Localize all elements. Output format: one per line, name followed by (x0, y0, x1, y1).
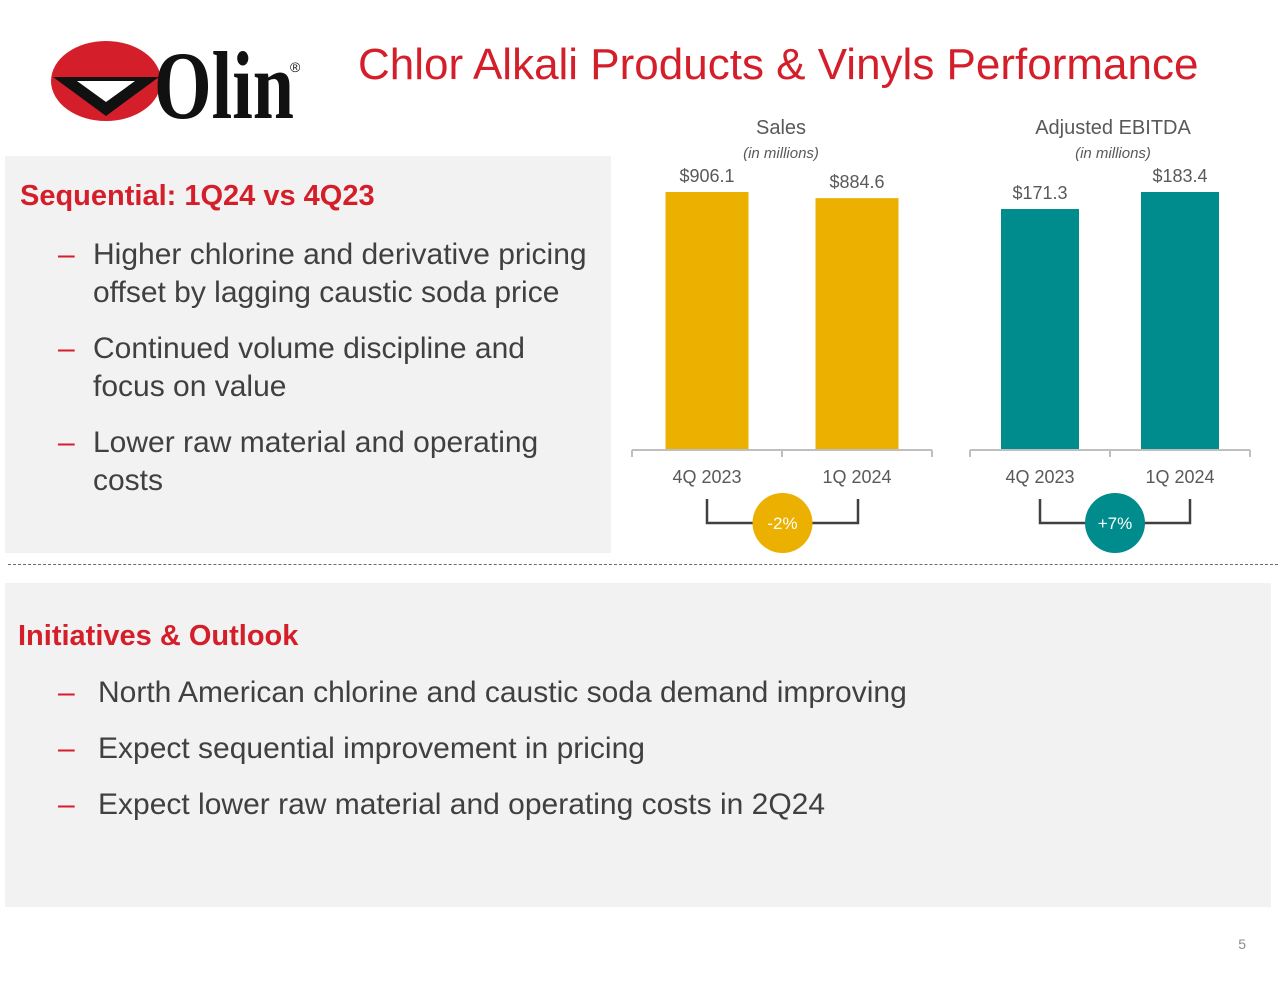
bar (1001, 209, 1079, 450)
chart-title: Sales (756, 117, 806, 139)
section-divider (8, 564, 1278, 565)
change-label: -2% (767, 514, 797, 533)
sequential-bullet-list: – Higher chlorine and derivative pricing … (58, 236, 598, 518)
logo-registered-mark: ® (290, 59, 301, 75)
sequential-bullet: – Higher chlorine and derivative pricing … (58, 238, 587, 309)
chart-title: Adjusted EBITDA (1035, 117, 1191, 139)
sequential-bullet: – Lower raw material and operating costs (58, 426, 539, 497)
chart-subtitle: (in millions) (743, 145, 819, 162)
logo-wordmark: Olin (154, 38, 294, 124)
logo-mark-icon (51, 41, 161, 121)
dash-icon: – (58, 732, 75, 765)
dash-icon: – (58, 788, 75, 821)
bar-data-label: $906.1 (679, 166, 734, 186)
outlook-bullet: – Expect sequential improvement in pricin… (58, 730, 1208, 768)
dash-icon: – (58, 676, 75, 709)
change-label: +7% (1098, 514, 1133, 533)
performance-charts: Sales (in millions) $906.1 4Q 2023 $884.6 1Q … (631, 117, 1251, 553)
sequential-panel (5, 156, 611, 553)
outlook-bullet: – North American chlorine and caustic sod… (58, 674, 1208, 712)
bar-data-label: $183.4 (1152, 166, 1207, 186)
change-badge (1085, 493, 1145, 553)
sequential-heading: Sequential: 1Q24 vs 4Q23 (20, 180, 375, 212)
bar (1141, 192, 1219, 450)
outlook-bullet: – Expect lower raw material and operating… (58, 786, 1208, 824)
dash-icon: – (58, 426, 75, 459)
bar-data-label: $171.3 (1012, 183, 1067, 203)
bar (665, 192, 749, 450)
page-title: Chlor Alkali Products & Vinyls Performan… (358, 40, 1199, 89)
change-badge (752, 493, 813, 553)
dash-icon: – (58, 238, 75, 271)
x-tick-label: 1Q 2024 (1145, 467, 1214, 487)
dash-icon: – (58, 332, 75, 365)
x-tick-label: 4Q 2023 (1005, 467, 1074, 487)
page-number: 5 (1238, 936, 1246, 952)
outlook-panel (5, 583, 1271, 907)
outlook-bullet-list: – North American chlorine and caustic sod… (58, 674, 1208, 842)
olin-logo: Olin ® (51, 38, 301, 124)
sequential-bullet: – Continued volume discipline and focus o… (58, 332, 525, 403)
x-tick-label: 1Q 2024 (822, 467, 891, 487)
bar (815, 198, 899, 450)
chart-subtitle: (in millions) (1075, 145, 1151, 162)
outlook-heading: Initiatives & Outlook (18, 620, 299, 652)
x-tick-label: 4Q 2023 (672, 467, 741, 487)
bar-data-label: $884.6 (829, 172, 884, 192)
